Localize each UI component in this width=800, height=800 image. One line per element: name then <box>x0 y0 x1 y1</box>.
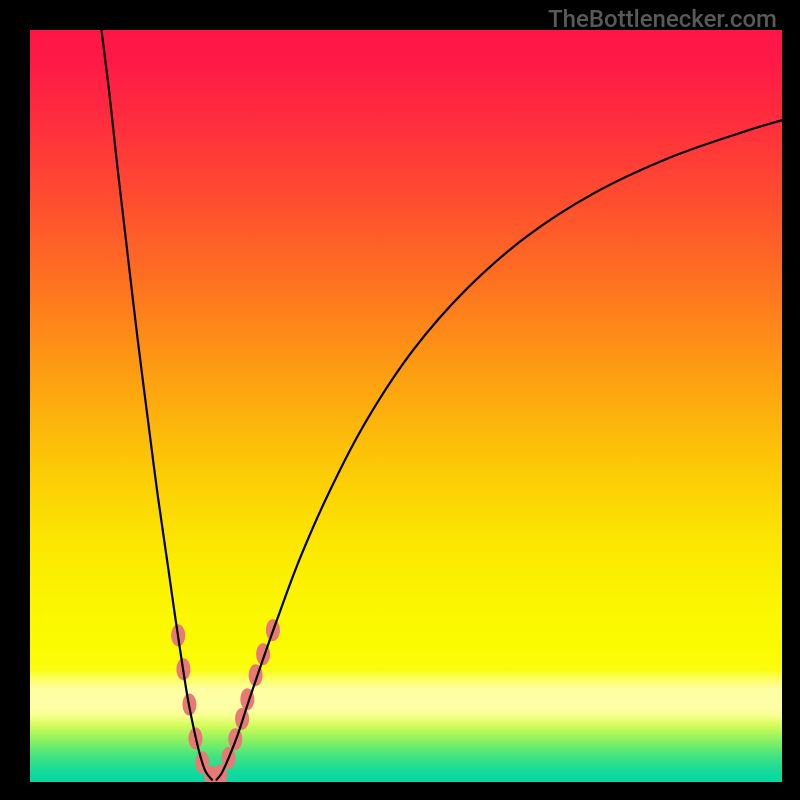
plot-area <box>30 30 782 782</box>
branding-watermark: TheBottlenecker.com <box>548 5 777 33</box>
chart-frame: TheBottlenecker.com <box>0 0 800 800</box>
chart-svg <box>0 0 800 800</box>
